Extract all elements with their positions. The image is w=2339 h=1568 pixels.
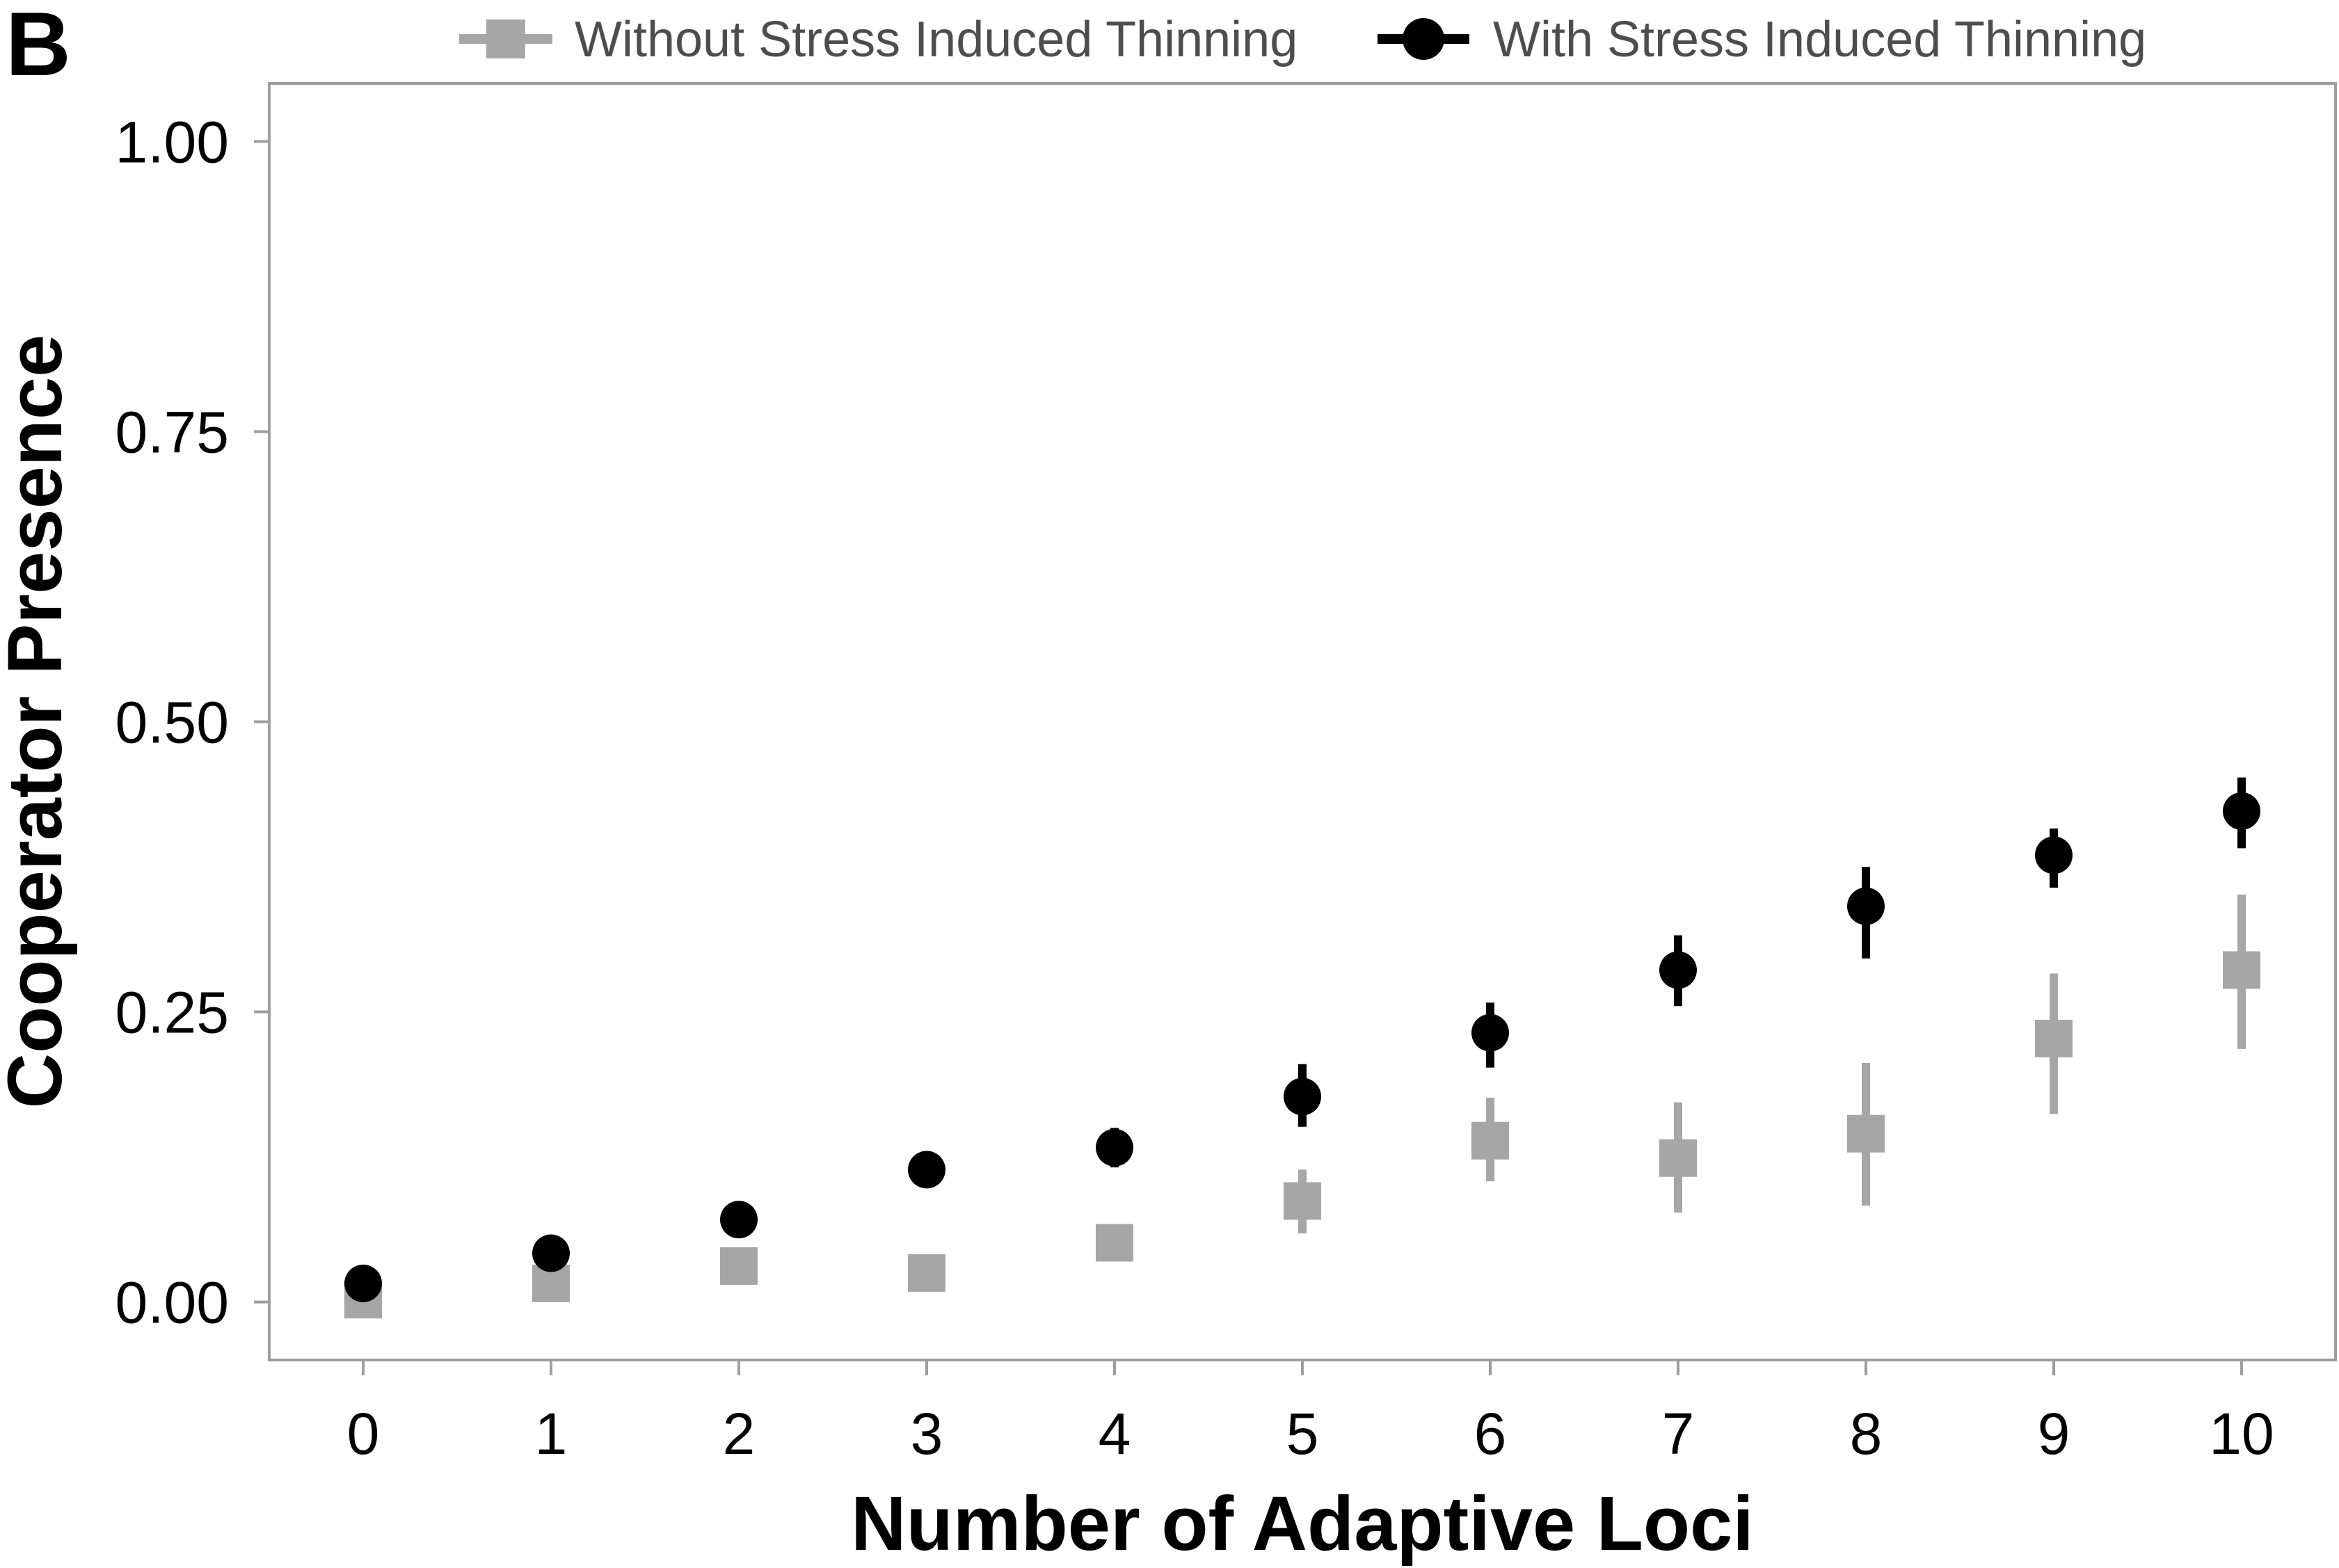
legend-circle-marker xyxy=(1403,18,1444,60)
data-point-circle xyxy=(532,1234,570,1272)
x-tick-label: 6 xyxy=(1474,1401,1507,1466)
y-tick-label: 0.50 xyxy=(115,690,230,755)
data-point-circle xyxy=(344,1264,382,1302)
data-point-circle xyxy=(2223,792,2260,830)
x-tick-label: 7 xyxy=(1662,1401,1695,1466)
y-tick-label: 0.00 xyxy=(115,1270,230,1336)
data-point-square xyxy=(2035,1019,2073,1057)
x-tick-label: 8 xyxy=(1850,1401,1883,1466)
x-tick-label: 10 xyxy=(2209,1401,2274,1466)
legend: Without Stress Induced Thinning With Str… xyxy=(459,12,2146,67)
data-point-circle xyxy=(1659,951,1697,989)
legend-label-with-thinning: With Stress Induced Thinning xyxy=(1493,12,2146,67)
x-axis: 0 1 2 3 4 5 6 7 8 9 10 xyxy=(347,1360,2274,1466)
data-point-square xyxy=(1096,1224,1133,1262)
x-tick-label: 2 xyxy=(723,1401,756,1466)
y-tick-label: 1.00 xyxy=(115,109,230,175)
x-tick-label: 3 xyxy=(911,1401,943,1466)
x-tick-label: 4 xyxy=(1099,1401,1131,1466)
data-point-circle xyxy=(908,1151,945,1189)
legend-square-marker xyxy=(486,19,525,58)
y-axis: 0.00 0.25 0.50 0.75 1.00 xyxy=(115,109,269,1336)
y-tick-label: 0.25 xyxy=(115,980,230,1046)
data-point-square xyxy=(1847,1114,1885,1153)
y-tick-label: 0.75 xyxy=(115,399,230,465)
data-point-square xyxy=(1284,1182,1321,1220)
data-point-circle xyxy=(1471,1014,1509,1052)
data-point-square xyxy=(720,1247,758,1285)
x-tick-label: 0 xyxy=(347,1401,380,1466)
x-tick-label: 9 xyxy=(2038,1401,2070,1466)
x-tick-label: 5 xyxy=(1286,1401,1319,1466)
data-point-circle xyxy=(720,1201,758,1239)
panel-label: B xyxy=(6,0,71,95)
series-layer xyxy=(344,777,2260,1319)
data-point-circle xyxy=(2035,836,2073,874)
legend-item-with-thinning: With Stress Induced Thinning xyxy=(1378,12,2146,67)
data-point-circle xyxy=(1284,1078,1321,1116)
legend-label-without-thinning: Without Stress Induced Thinning xyxy=(575,12,1298,67)
data-point-square xyxy=(1471,1121,1509,1160)
data-point-square xyxy=(1659,1139,1697,1177)
x-tick-label: 1 xyxy=(535,1401,568,1466)
x-axis-title: Number of Adaptive Loci xyxy=(851,1481,1754,1567)
data-point-circle xyxy=(1096,1128,1133,1167)
y-axis-title: Cooperator Presence xyxy=(0,335,78,1109)
legend-item-without-thinning: Without Stress Induced Thinning xyxy=(459,12,1298,67)
data-point-square xyxy=(908,1254,945,1292)
series-with-thinning xyxy=(344,777,2260,1302)
data-point-circle xyxy=(1847,887,1885,925)
data-point-square xyxy=(2223,951,2260,989)
